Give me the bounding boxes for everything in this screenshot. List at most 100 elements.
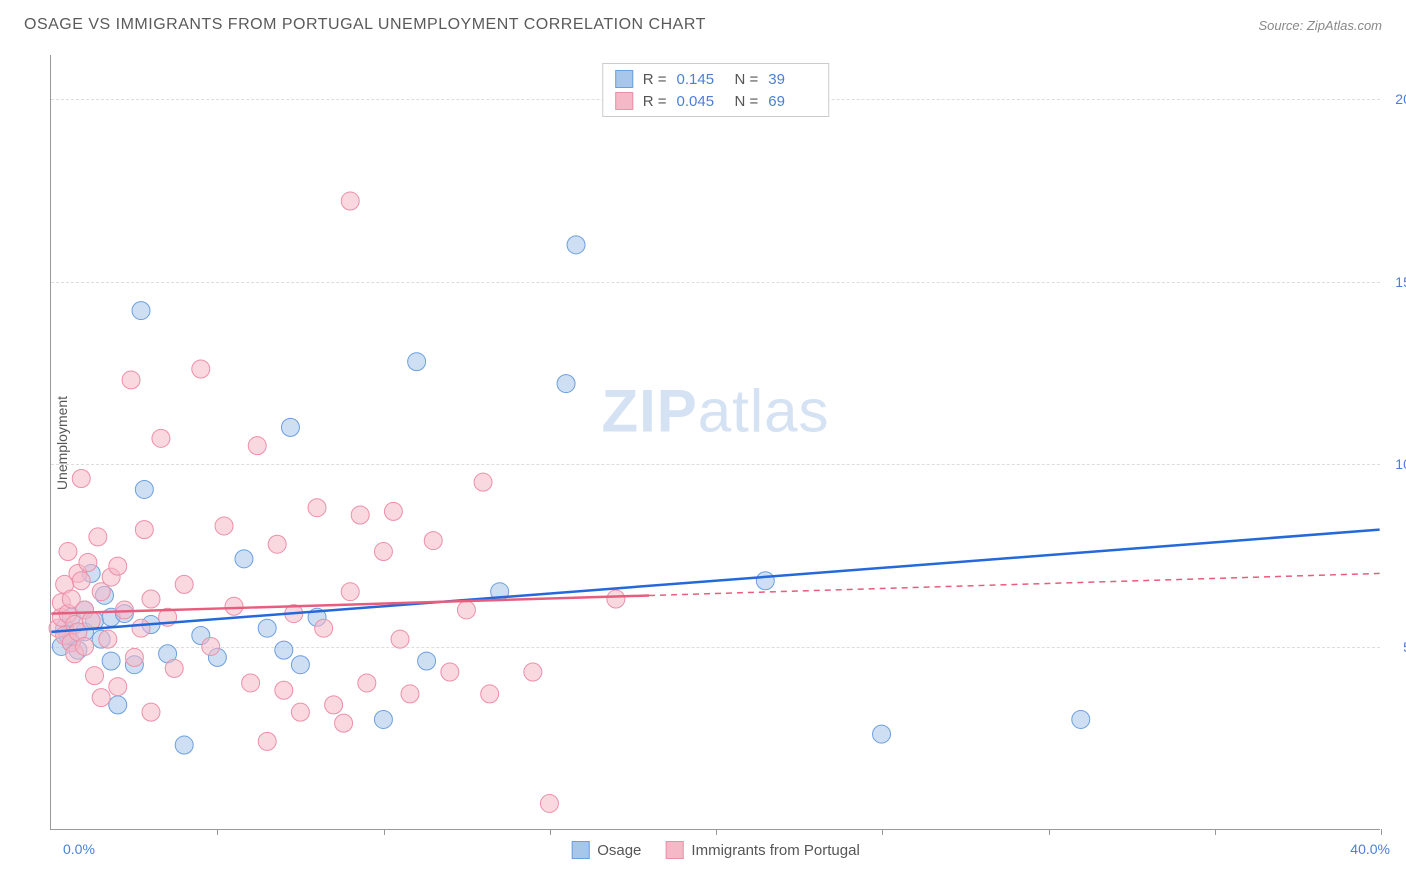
data-point — [341, 583, 359, 601]
data-point — [418, 652, 436, 670]
data-point — [109, 696, 127, 714]
data-point — [132, 619, 150, 637]
data-point — [92, 689, 110, 707]
data-point — [142, 703, 160, 721]
data-point — [335, 714, 353, 732]
data-point — [325, 696, 343, 714]
legend-r-label: R = — [643, 71, 667, 88]
legend-correlation-row: R = 0.045 N = 69 — [615, 90, 817, 112]
legend-n-value: 39 — [768, 71, 816, 88]
data-point — [524, 663, 542, 681]
data-point — [424, 532, 442, 550]
data-point — [457, 601, 475, 619]
data-point — [374, 710, 392, 728]
data-point — [258, 732, 276, 750]
data-point — [540, 794, 558, 812]
data-point — [125, 648, 143, 666]
data-point — [72, 470, 90, 488]
data-point — [109, 557, 127, 575]
legend-n-value: 69 — [768, 93, 816, 110]
data-point — [358, 674, 376, 692]
data-point — [132, 302, 150, 320]
x-axis-max-label: 40.0% — [1350, 841, 1390, 857]
trend-line — [51, 530, 1379, 632]
legend-series: Osage Immigrants from Portugal — [571, 841, 860, 859]
legend-swatch — [615, 92, 633, 110]
data-point — [275, 681, 293, 699]
data-point — [557, 375, 575, 393]
x-tick — [1215, 829, 1216, 835]
data-point — [165, 659, 183, 677]
data-point — [474, 473, 492, 491]
data-point — [341, 192, 359, 210]
legend-r-value: 0.045 — [677, 93, 725, 110]
data-point — [281, 418, 299, 436]
data-point — [122, 371, 140, 389]
legend-correlation: R = 0.145 N = 39 R = 0.045 N = 69 — [602, 63, 830, 117]
legend-swatch — [615, 70, 633, 88]
data-point — [384, 502, 402, 520]
chart-header: OSAGE VS IMMIGRANTS FROM PORTUGAL UNEMPL… — [0, 0, 1406, 42]
legend-correlation-row: R = 0.145 N = 39 — [615, 68, 817, 90]
data-point — [258, 619, 276, 637]
data-point — [142, 590, 160, 608]
x-axis-min-label: 0.0% — [63, 841, 95, 857]
legend-n-label: N = — [735, 93, 759, 110]
data-point — [308, 499, 326, 517]
legend-swatch — [571, 841, 589, 859]
data-point — [72, 572, 90, 590]
data-point — [291, 656, 309, 674]
data-point — [248, 437, 266, 455]
data-point — [275, 641, 293, 659]
y-tick-label: 20.0% — [1395, 91, 1406, 107]
data-point — [59, 543, 77, 561]
data-point — [441, 663, 459, 681]
legend-series-item: Immigrants from Portugal — [665, 841, 859, 859]
data-point — [192, 360, 210, 378]
legend-swatch — [665, 841, 683, 859]
data-point — [135, 480, 153, 498]
chart-title: OSAGE VS IMMIGRANTS FROM PORTUGAL UNEMPL… — [24, 16, 706, 34]
data-point — [235, 550, 253, 568]
legend-series-item: Osage — [571, 841, 641, 859]
data-point — [76, 637, 94, 655]
chart-container: Unemployment ZIPatlas 5.0%10.0%15.0%20.0… — [50, 55, 1380, 830]
data-point — [79, 553, 97, 571]
data-point — [99, 630, 117, 648]
data-point — [175, 736, 193, 754]
x-tick — [217, 829, 218, 835]
data-point — [315, 619, 333, 637]
x-tick — [882, 829, 883, 835]
legend-r-value: 0.145 — [677, 71, 725, 88]
data-point — [86, 667, 104, 685]
data-point — [202, 637, 220, 655]
data-point — [374, 543, 392, 561]
legend-series-label: Osage — [597, 842, 641, 859]
scatter-svg — [51, 55, 1380, 829]
data-point — [756, 572, 774, 590]
data-point — [175, 575, 193, 593]
data-point — [607, 590, 625, 608]
data-point — [268, 535, 286, 553]
y-tick-label: 10.0% — [1395, 456, 1406, 472]
x-tick — [384, 829, 385, 835]
data-point — [89, 528, 107, 546]
y-tick-label: 15.0% — [1395, 274, 1406, 290]
data-point — [873, 725, 891, 743]
source-attribution: Source: ZipAtlas.com — [1258, 18, 1382, 33]
legend-series-label: Immigrants from Portugal — [691, 842, 859, 859]
data-point — [135, 521, 153, 539]
data-point — [401, 685, 419, 703]
data-point — [408, 353, 426, 371]
data-point — [351, 506, 369, 524]
data-point — [1072, 710, 1090, 728]
data-point — [391, 630, 409, 648]
data-point — [152, 429, 170, 447]
data-point — [109, 678, 127, 696]
x-tick — [1381, 829, 1382, 835]
legend-r-label: R = — [643, 93, 667, 110]
data-point — [215, 517, 233, 535]
x-tick — [1049, 829, 1050, 835]
data-point — [567, 236, 585, 254]
legend-n-label: N = — [735, 71, 759, 88]
